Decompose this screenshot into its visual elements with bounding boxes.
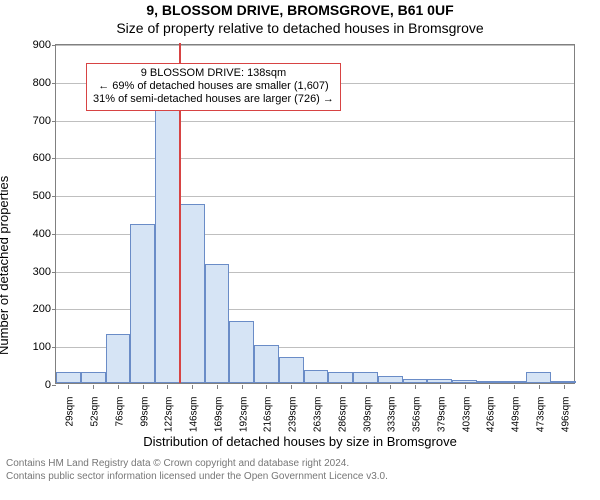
x-tick-mark xyxy=(118,385,119,389)
histogram-bar xyxy=(551,381,576,383)
x-tick-mark xyxy=(440,385,441,389)
y-tick-label: 400 xyxy=(33,228,51,240)
histogram-bar xyxy=(403,379,428,383)
histogram-bar xyxy=(56,372,81,383)
histogram-bar xyxy=(81,372,106,383)
x-tick-mark xyxy=(68,385,69,389)
x-tick-mark xyxy=(415,385,416,389)
x-tick-mark xyxy=(465,385,466,389)
y-tick-label: 500 xyxy=(33,190,51,202)
grid-line xyxy=(56,45,574,46)
x-tick-mark xyxy=(192,385,193,389)
histogram-bar xyxy=(353,372,378,383)
y-tick-mark xyxy=(52,234,56,235)
y-tick-label: 700 xyxy=(33,115,51,127)
x-tick-mark xyxy=(390,385,391,389)
histogram-bar xyxy=(254,345,279,383)
plot-area: 010020030040050060070080090029sqm52sqm76… xyxy=(55,44,575,384)
y-tick-label: 100 xyxy=(33,341,51,353)
x-tick-mark xyxy=(217,385,218,389)
histogram-bar xyxy=(502,381,527,383)
x-tick-mark xyxy=(266,385,267,389)
histogram-bar xyxy=(180,204,205,383)
histogram-bar xyxy=(106,334,131,383)
x-tick-mark xyxy=(564,385,565,389)
y-tick-label: 600 xyxy=(33,152,51,164)
y-axis-label: Number of detached properties xyxy=(0,176,11,355)
histogram-bar xyxy=(378,376,403,383)
footer-line-1: Contains HM Land Registry data © Crown c… xyxy=(6,458,388,471)
attribution-footer: Contains HM Land Registry data © Crown c… xyxy=(6,458,388,483)
x-axis-label: Distribution of detached houses by size … xyxy=(0,434,600,449)
y-tick-label: 900 xyxy=(33,39,51,51)
y-tick-label: 0 xyxy=(45,379,51,391)
histogram-bar xyxy=(155,105,180,383)
x-tick-mark xyxy=(242,385,243,389)
chart-title-sub: Size of property relative to detached ho… xyxy=(0,20,600,36)
histogram-bar xyxy=(229,321,254,383)
y-tick-mark xyxy=(52,385,56,386)
histogram-bar xyxy=(328,372,353,383)
x-tick-mark xyxy=(291,385,292,389)
x-tick-mark xyxy=(539,385,540,389)
y-tick-mark xyxy=(52,196,56,197)
histogram-bar xyxy=(427,379,452,383)
chart-container: 9, BLOSSOM DRIVE, BROMSGROVE, B61 0UF Si… xyxy=(0,0,600,500)
histogram-bar xyxy=(452,380,477,383)
histogram-bar xyxy=(130,224,155,383)
x-tick-mark xyxy=(316,385,317,389)
y-tick-mark xyxy=(52,83,56,84)
y-tick-label: 300 xyxy=(33,266,51,278)
y-tick-mark xyxy=(52,347,56,348)
x-tick-mark xyxy=(167,385,168,389)
x-tick-mark xyxy=(489,385,490,389)
x-tick-mark xyxy=(514,385,515,389)
grid-line xyxy=(56,121,574,122)
annotation-line-2: ← 69% of detached houses are smaller (1,… xyxy=(93,80,334,93)
y-tick-label: 200 xyxy=(33,303,51,315)
y-tick-mark xyxy=(52,272,56,273)
annotation-line-1: 9 BLOSSOM DRIVE: 138sqm xyxy=(93,67,334,80)
y-tick-mark xyxy=(52,45,56,46)
x-tick-mark xyxy=(143,385,144,389)
y-tick-mark xyxy=(52,158,56,159)
x-tick-mark xyxy=(93,385,94,389)
histogram-bar xyxy=(526,372,551,383)
histogram-bar xyxy=(279,357,304,383)
histogram-bar xyxy=(205,264,230,383)
y-tick-mark xyxy=(52,309,56,310)
histogram-bar xyxy=(477,381,502,383)
grid-line xyxy=(56,158,574,159)
y-tick-label: 800 xyxy=(33,77,51,89)
grid-line xyxy=(56,196,574,197)
y-tick-mark xyxy=(52,121,56,122)
chart-title-main: 9, BLOSSOM DRIVE, BROMSGROVE, B61 0UF xyxy=(0,2,600,18)
annotation-line-3: 31% of semi-detached houses are larger (… xyxy=(93,93,334,106)
histogram-bar xyxy=(304,370,329,383)
x-tick-mark xyxy=(366,385,367,389)
annotation-box: 9 BLOSSOM DRIVE: 138sqm← 69% of detached… xyxy=(86,63,341,111)
x-tick-mark xyxy=(341,385,342,389)
footer-line-2: Contains public sector information licen… xyxy=(6,471,388,484)
